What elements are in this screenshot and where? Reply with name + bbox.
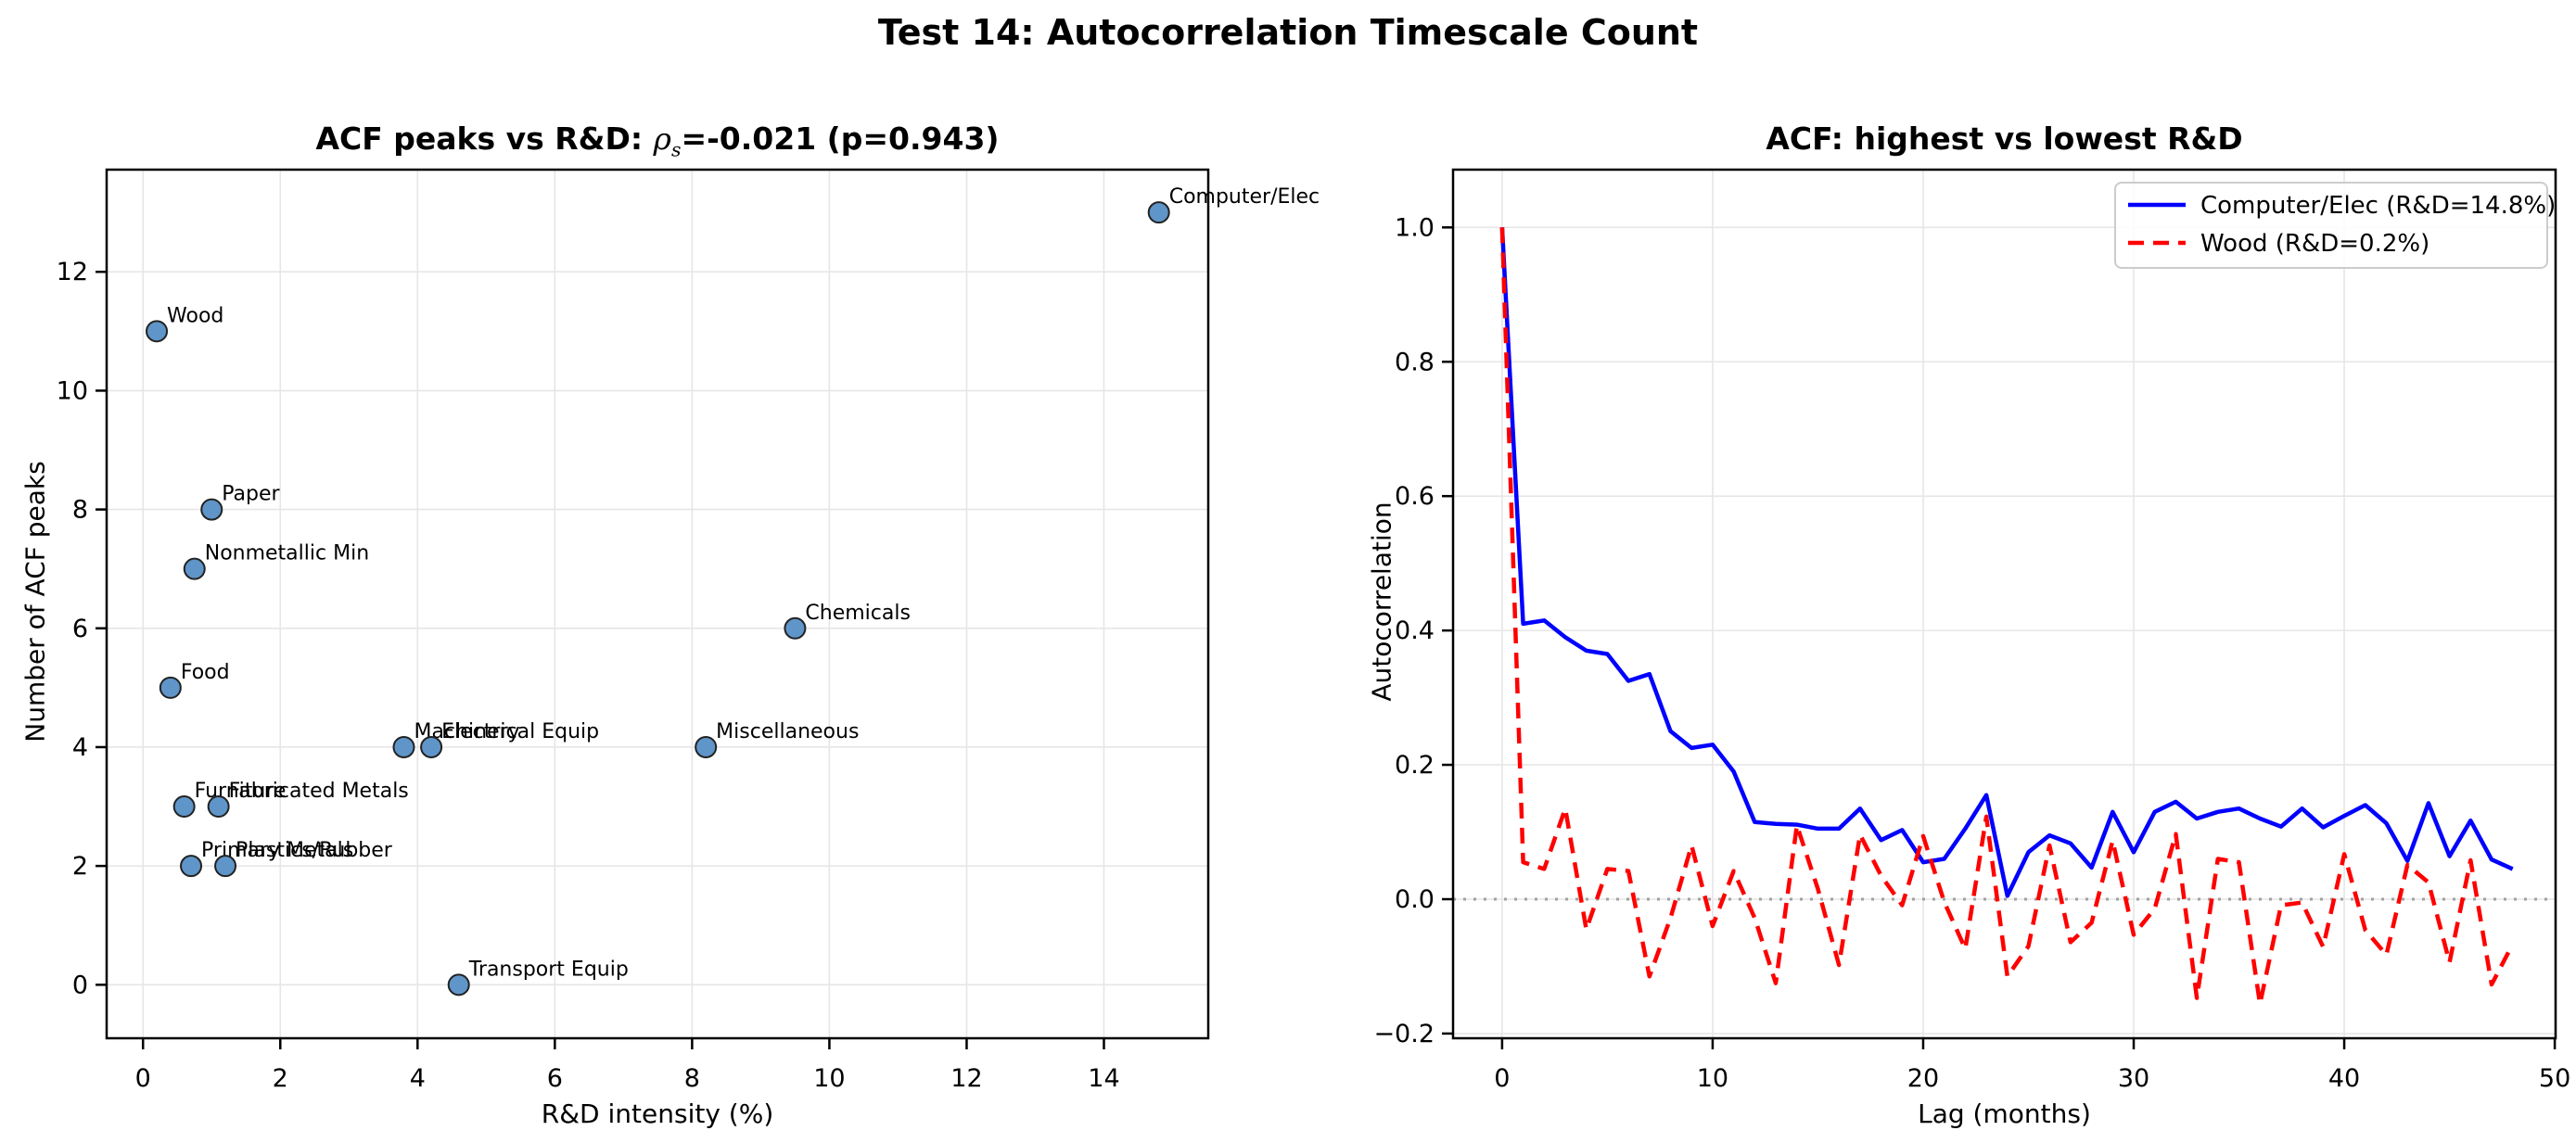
legend	[2114, 182, 2548, 269]
y-tick-label: 0.4	[1395, 616, 1435, 645]
x-tick-label: 10	[813, 1064, 845, 1093]
x-tick-label: 50	[2539, 1064, 2570, 1093]
scatter-point	[180, 855, 203, 878]
y-tick-label: 4	[72, 733, 88, 762]
y-tick-label: −0.2	[1373, 1020, 1435, 1048]
y-tick-label: 0	[72, 971, 88, 999]
y-tick-label: 0.0	[1395, 885, 1435, 914]
left-yaxis-label: Number of ACF peaks	[19, 461, 51, 743]
figure-suptitle: Test 14: Autocorrelation Timescale Count	[877, 12, 1699, 53]
scatter-point-label: Food	[181, 661, 230, 684]
scatter-point	[392, 735, 415, 758]
y-tick-label: 1.0	[1395, 213, 1435, 242]
right-plot-title: ACF: highest vs lowest R&D	[1766, 121, 2243, 157]
y-tick-label: 0.8	[1395, 348, 1435, 376]
scatter-point	[1147, 201, 1170, 224]
scatter-point-label: Electrical Equip	[441, 720, 599, 743]
scatter-point	[214, 855, 237, 878]
x-tick-label: 2	[273, 1064, 288, 1093]
y-tick-label: 0.6	[1395, 482, 1435, 511]
scatter-point-label: Plastics/Rubber	[236, 839, 393, 862]
x-tick-label: 20	[1907, 1064, 1939, 1093]
right-yaxis-label: Autocorrelation	[1366, 502, 1397, 702]
x-tick-label: 0	[1494, 1064, 1510, 1093]
acf-line-wood	[1499, 227, 2515, 1007]
right-xaxis-label: Lag (months)	[1918, 1099, 2091, 1129]
x-tick-label: 14	[1088, 1064, 1119, 1093]
scatter-point	[784, 616, 807, 640]
scatter-point-label: Wood	[167, 304, 223, 327]
x-tick-label: 0	[135, 1064, 151, 1093]
scatter-point-label: Miscellaneous	[716, 720, 859, 743]
scatter-point-label: Nonmetallic Min	[205, 542, 369, 565]
x-tick-label: 10	[1697, 1064, 1728, 1093]
x-tick-label: 12	[950, 1064, 982, 1093]
acf-line-computer-elec	[1499, 227, 2514, 898]
x-tick-label: 30	[2118, 1064, 2149, 1093]
plot-frame	[1451, 168, 2557, 1040]
scatter-point-label: Paper	[222, 483, 280, 506]
scatter-point	[200, 498, 223, 521]
y-tick-label: 10	[57, 376, 88, 405]
scatter-point	[695, 735, 718, 758]
legend-item-label: Wood (R&D=0.2%)	[2200, 230, 2429, 258]
scatter-point	[159, 676, 182, 699]
scatter-point	[420, 735, 443, 758]
y-tick-label: 12	[57, 258, 88, 286]
x-tick-label: 8	[684, 1064, 700, 1093]
scatter-point-label: Fabricated Metals	[229, 780, 409, 803]
legend-item-label: Computer/Elec (R&D=14.8%)	[2200, 192, 2556, 220]
y-tick-label: 8	[72, 496, 88, 525]
scatter-point-label: Transport Equip	[468, 958, 629, 981]
scatter-point-label: Furniture	[195, 780, 287, 803]
scatter-point	[172, 795, 196, 819]
scatter-point-label: Computer/Elec	[1169, 185, 1320, 209]
left-plot-title: ACF peaks vs R&D: ρs=-0.021 (p=0.943)	[315, 121, 1000, 161]
y-tick-label: 6	[72, 615, 88, 643]
y-tick-label: 0.2	[1395, 751, 1435, 780]
scatter-point	[183, 557, 206, 580]
x-tick-label: 4	[410, 1064, 426, 1093]
x-tick-label: 6	[547, 1064, 563, 1093]
scatter-point	[146, 320, 169, 343]
plot-frame	[105, 168, 1210, 1040]
scatter-point	[207, 795, 230, 819]
scatter-point-label: Chemicals	[805, 602, 911, 625]
scatter-point	[447, 973, 470, 997]
x-tick-label: 40	[2328, 1064, 2360, 1093]
left-xaxis-label: R&D intensity (%)	[541, 1099, 774, 1129]
rho-symbol: ρ	[653, 121, 671, 157]
y-tick-label: 2	[72, 852, 88, 881]
